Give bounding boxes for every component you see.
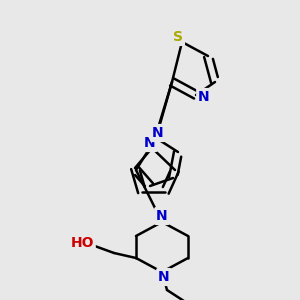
Text: N: N [144,136,156,150]
Text: N: N [198,90,210,104]
Text: H: H [73,236,83,248]
Text: S: S [173,30,183,44]
Text: N: N [158,270,170,284]
Text: N: N [152,126,164,140]
Text: N: N [156,209,168,223]
Text: O: O [81,238,93,252]
Text: HO: HO [70,236,94,250]
